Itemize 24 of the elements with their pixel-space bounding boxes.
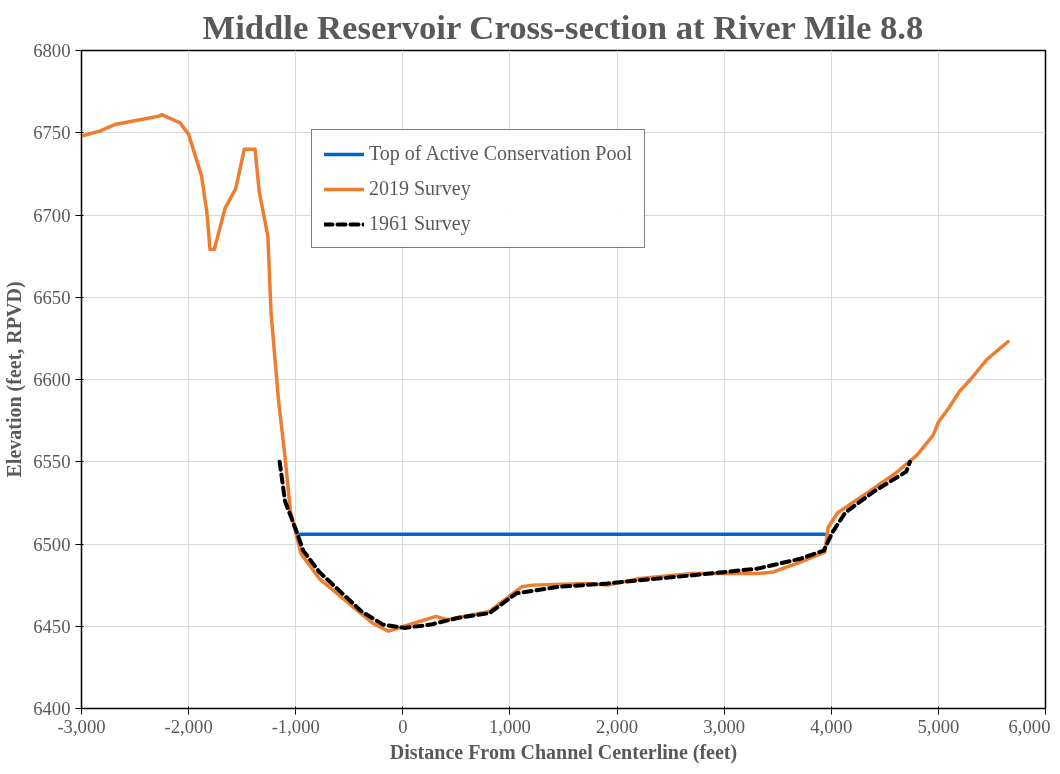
- x-tick-label: 5,000: [917, 715, 960, 737]
- chart-title: Middle Reservoir Cross-section at River Mile 8.8: [202, 7, 924, 46]
- x-tick-label: 6,000: [1008, 715, 1051, 737]
- legend-label: Top of Active Conservation Pool: [369, 142, 633, 165]
- x-tick-label: 0: [398, 715, 408, 737]
- x-tick-label: 1,000: [488, 715, 531, 737]
- y-tick-label: 6600: [33, 369, 71, 390]
- x-tick-label: -1,000: [271, 715, 320, 737]
- y-tick-label: 6800: [33, 40, 71, 61]
- y-tick-label: 6550: [33, 451, 71, 473]
- x-tick-label: 2,000: [596, 715, 639, 737]
- y-axis-title: Elevation (feet, RPVD): [3, 281, 27, 478]
- legend-label: 2019 Survey: [369, 177, 471, 200]
- x-tick-label: 3,000: [703, 715, 746, 737]
- x-tick-label: 4,000: [810, 715, 853, 737]
- line-series: [277, 459, 912, 630]
- y-tick-label: 6450: [33, 615, 71, 637]
- x-axis-title: Distance From Channel Centerline (feet): [389, 740, 738, 764]
- y-tick-label: 6750: [33, 122, 71, 144]
- x-tick-label: -2,000: [164, 715, 213, 737]
- y-tick-label: 6650: [33, 286, 71, 308]
- y-tick-label: 6500: [33, 533, 71, 555]
- y-tick-label: 6700: [33, 204, 71, 226]
- legend-label: 1961 Survey: [369, 212, 471, 235]
